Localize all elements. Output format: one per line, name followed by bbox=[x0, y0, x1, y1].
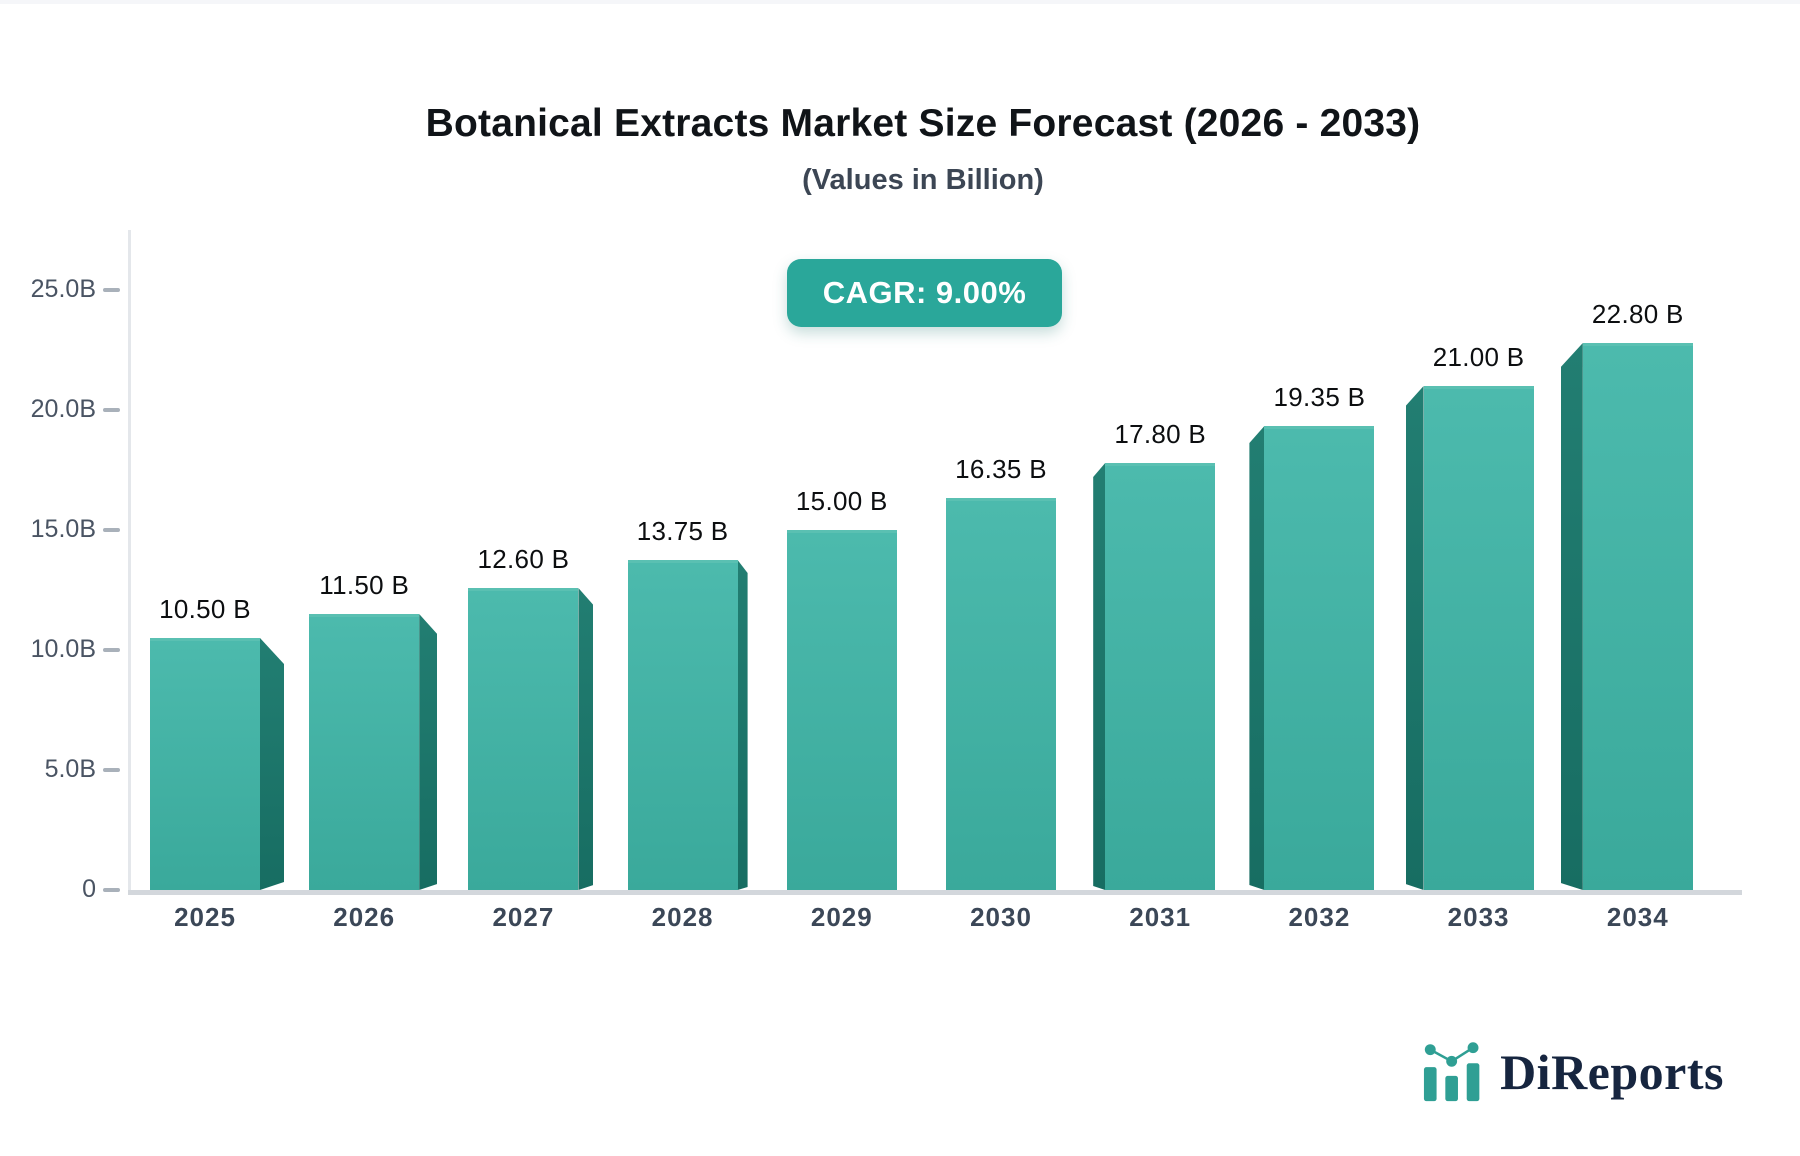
bar-2029 bbox=[786, 530, 897, 890]
brand-logo: DiReports bbox=[1422, 1040, 1724, 1104]
y-axis-tick-mark bbox=[103, 408, 120, 412]
bar-2025 bbox=[150, 638, 260, 890]
bar-3d-side-2033 bbox=[1406, 386, 1424, 890]
bar-value-label-2029: 15.00 B bbox=[795, 486, 888, 516]
x-axis-label-2033: 2033 bbox=[1447, 902, 1510, 932]
bar-3d-side-2032 bbox=[1249, 426, 1264, 890]
cagr-badge: CAGR: 9.00% bbox=[787, 259, 1062, 327]
bar-3d-side-2026 bbox=[419, 614, 437, 890]
x-axis-label-2032: 2032 bbox=[1288, 902, 1351, 932]
bar-value-label-2033: 21.00 B bbox=[1432, 342, 1525, 372]
y-axis-tick-label: 20.0B bbox=[30, 395, 96, 423]
bar-value-label-2034: 22.80 B bbox=[1591, 299, 1684, 329]
bar-value-label-2031: 17.80 B bbox=[1114, 419, 1207, 449]
x-axis-label-2030: 2030 bbox=[970, 902, 1032, 932]
bar-value-label-2026: 11.50 B bbox=[319, 570, 410, 600]
x-axis-label-2029: 2029 bbox=[810, 902, 873, 932]
bar-value-label-2030: 16.35 B bbox=[955, 454, 1047, 484]
bar-2031 bbox=[1105, 463, 1216, 890]
bar-2026 bbox=[309, 614, 420, 890]
y-axis-tick-mark bbox=[103, 288, 120, 292]
bar-value-label-2027: 12.60 B bbox=[477, 544, 570, 574]
bar-2033 bbox=[1423, 386, 1534, 890]
bar-3d-side-2025 bbox=[260, 638, 284, 890]
x-axis-label-2028: 2028 bbox=[651, 902, 714, 932]
brand-logo-text: DiReports bbox=[1500, 1044, 1724, 1100]
mini-bar-chart-icon bbox=[1424, 1042, 1480, 1102]
bar-3d-side-2034 bbox=[1561, 343, 1583, 890]
y-axis-tick-mark bbox=[103, 648, 120, 652]
y-axis-line bbox=[128, 230, 131, 892]
bar-3d-side-2028 bbox=[738, 560, 748, 890]
x-axis-label-2025: 2025 bbox=[174, 902, 236, 932]
bar-2030 bbox=[946, 498, 1056, 890]
bar-2034 bbox=[1582, 343, 1693, 890]
bar-value-label-2032: 19.35 B bbox=[1273, 382, 1366, 412]
y-axis-tick-label: 5.0B bbox=[44, 755, 96, 783]
x-axis-baseline bbox=[128, 890, 1742, 895]
x-axis-label-2034: 2034 bbox=[1606, 902, 1669, 932]
y-axis-tick-label: 0 bbox=[82, 875, 96, 903]
y-axis-tick-mark bbox=[103, 528, 120, 532]
bar-3d-side-2027 bbox=[578, 588, 593, 890]
y-axis-tick-mark bbox=[103, 888, 120, 892]
bar-2027 bbox=[468, 588, 579, 890]
x-axis-label-2027: 2027 bbox=[492, 902, 555, 932]
y-axis-tick-mark bbox=[103, 768, 120, 772]
x-axis-label-2031: 2031 bbox=[1129, 902, 1192, 932]
chart-subtitle: (Values in Billion) bbox=[802, 164, 1044, 196]
bar-2032 bbox=[1264, 426, 1375, 890]
bar-value-label-2028: 13.75 B bbox=[636, 516, 729, 546]
chart-title: Botanical Extracts Market Size Forecast … bbox=[425, 102, 1421, 145]
x-axis-label-2026: 2026 bbox=[333, 902, 396, 932]
y-axis-tick-label: 25.0B bbox=[30, 275, 96, 303]
bar-2028 bbox=[627, 560, 738, 890]
y-axis-tick-label: 10.0B bbox=[30, 635, 96, 663]
y-axis-tick-label: 15.0B bbox=[30, 515, 96, 543]
bar-value-label-2025: 10.50 B bbox=[159, 594, 251, 624]
bar-3d-side-2031 bbox=[1093, 463, 1105, 890]
